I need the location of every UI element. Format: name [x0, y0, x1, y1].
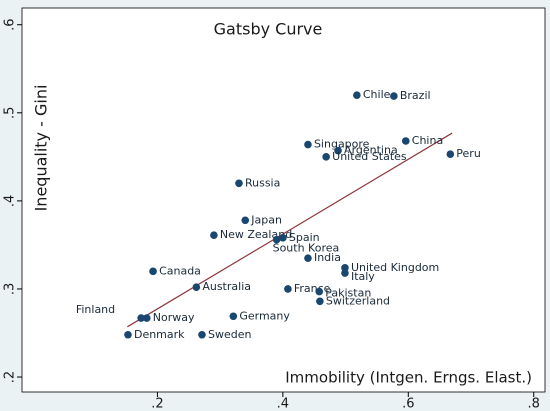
point	[353, 91, 361, 99]
point-label: Pakistan	[325, 287, 371, 300]
point-label: Peru	[456, 147, 481, 160]
x-tick-label: .4	[277, 397, 289, 411]
point-label: Sweden	[208, 328, 251, 341]
point	[235, 179, 243, 188]
point-label: South Korea	[273, 242, 340, 255]
point	[241, 216, 250, 225]
point-label: Chile	[363, 88, 391, 101]
point-label: Argentina	[344, 144, 398, 157]
point-label: Russia	[245, 176, 280, 189]
point	[279, 234, 287, 242]
point	[341, 264, 349, 272]
point	[304, 140, 312, 149]
point-label: Canada	[159, 264, 201, 277]
point	[446, 150, 455, 159]
point	[316, 297, 324, 306]
point	[229, 312, 238, 321]
point-label: Spain	[289, 231, 320, 244]
point-label: Switzerland	[326, 294, 390, 307]
point	[315, 287, 324, 296]
chart-title: Gatsby Curve	[214, 20, 323, 39]
point-label: United States	[332, 150, 407, 163]
point	[149, 267, 157, 276]
plot-area	[21, 7, 546, 393]
y-tick-label: .3	[3, 283, 18, 295]
point-label: Norway	[153, 311, 195, 324]
point-label: India	[314, 251, 341, 264]
x-tick-label: .2	[151, 397, 163, 411]
point-label: Denmark	[134, 328, 185, 341]
point	[198, 330, 206, 339]
point	[137, 314, 145, 322]
x-tick-label: .8	[528, 397, 540, 411]
point	[390, 92, 398, 100]
point	[322, 153, 330, 161]
point-label: Australia	[202, 280, 251, 293]
y-tick-label: .5	[3, 107, 18, 119]
point-label: Brazil	[400, 89, 431, 102]
point	[304, 254, 312, 262]
fit-line	[127, 132, 453, 328]
point	[401, 137, 410, 145]
x-axis-label: Immobility (Intgen. Erngs. Elast.)	[285, 369, 532, 387]
point	[142, 314, 151, 322]
point	[124, 330, 132, 339]
point-label: Japan	[250, 213, 282, 226]
point-label: Italy	[351, 270, 375, 283]
x-tick-label: .6	[402, 397, 414, 411]
point-label: China	[412, 134, 443, 147]
point	[272, 235, 281, 244]
y-tick-label: .2	[3, 371, 18, 383]
point-label: Germany	[239, 309, 290, 322]
point	[341, 269, 349, 277]
y-axis-label: Inequality - Gini	[32, 85, 51, 212]
point	[334, 146, 342, 155]
point-label: Finland	[76, 303, 115, 316]
y-tick-label: .4	[3, 195, 18, 207]
point	[210, 231, 218, 240]
point	[192, 283, 201, 291]
point-label: United Kingdom	[351, 261, 439, 274]
point-label: Singapore	[314, 138, 370, 151]
point	[284, 285, 292, 293]
y-tick-label: .6	[3, 19, 18, 31]
